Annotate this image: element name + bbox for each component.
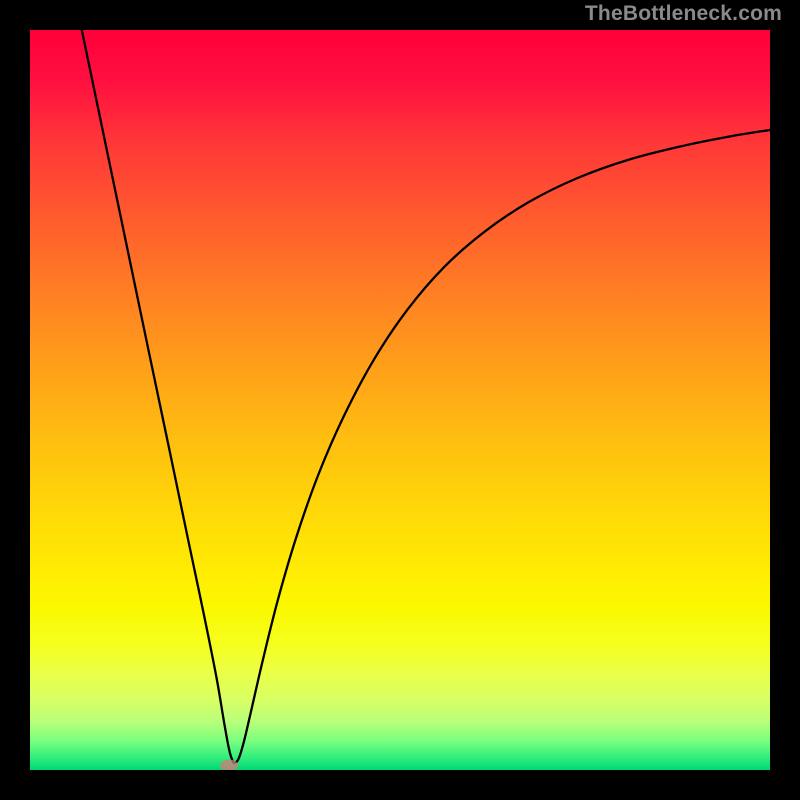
chart-container: TheBottleneck.com <box>0 0 800 800</box>
plot-area <box>30 30 770 770</box>
watermark-text: TheBottleneck.com <box>585 2 782 26</box>
curve-layer <box>30 30 770 770</box>
minimum-marker <box>220 760 238 770</box>
bottleneck-curve <box>82 30 770 763</box>
